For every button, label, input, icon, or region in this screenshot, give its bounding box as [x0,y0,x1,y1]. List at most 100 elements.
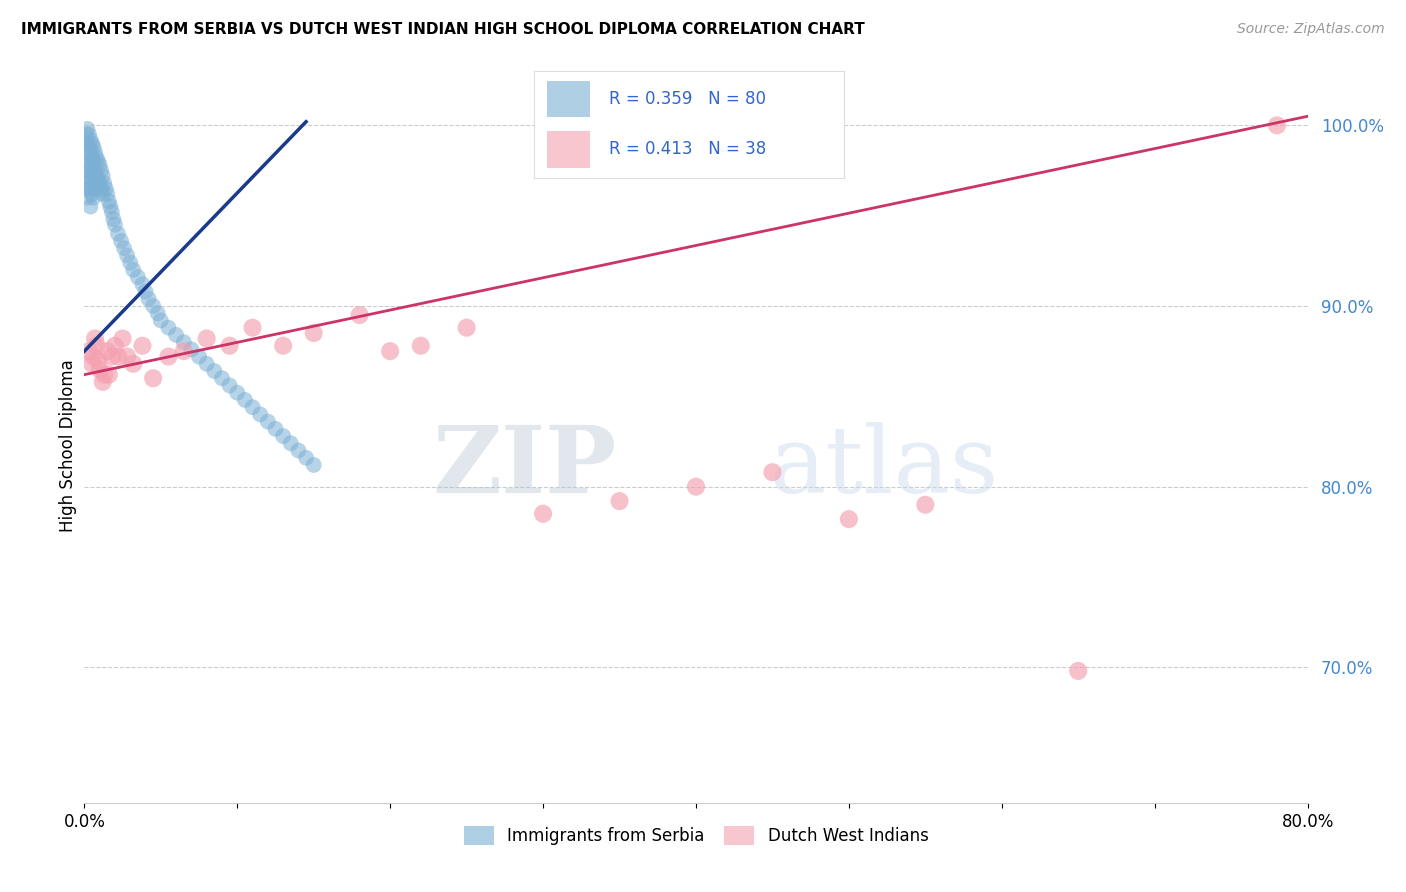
Point [456,320,478,334]
Point [380,344,402,359]
Point [107,350,129,364]
Point [75,163,97,178]
Point [280,436,302,450]
Point [90,181,112,195]
Point [195,331,218,345]
Point [79,133,101,147]
Point [131,339,153,353]
Point [77,140,100,154]
Text: R = 0.413   N = 38: R = 0.413 N = 38 [609,141,766,159]
Point [131,277,153,292]
Point [242,400,264,414]
Point [101,205,124,219]
Point [149,313,172,327]
Point [87,154,110,169]
Point [98,200,121,214]
Point [89,176,111,190]
Point [91,186,114,201]
Point [218,378,240,392]
Point [93,176,115,190]
Point [75,128,97,142]
Point [122,357,145,371]
Point [349,308,371,322]
Point [107,227,129,241]
Point [84,331,107,345]
Point [271,429,294,443]
Point [86,339,108,353]
Point [76,122,98,136]
Text: R = 0.359   N = 80: R = 0.359 N = 80 [609,90,765,108]
Point [111,331,134,345]
Point [75,145,97,160]
Point [302,458,325,472]
Point [226,385,249,400]
Point [120,255,142,269]
Point [87,172,110,186]
Point [96,344,118,359]
Point [75,181,97,195]
Text: Source: ZipAtlas.com: Source: ZipAtlas.com [1237,22,1385,37]
Point [257,415,280,429]
Point [173,335,195,350]
Text: IMMIGRANTS FROM SERBIA VS DUTCH WEST INDIAN HIGH SCHOOL DIPLOMA CORRELATION CHAR: IMMIGRANTS FROM SERBIA VS DUTCH WEST IND… [21,22,865,37]
Point [685,480,707,494]
Point [80,151,103,165]
Point [94,181,117,195]
Point [80,186,103,201]
Point [173,344,195,359]
Point [76,136,98,151]
Point [103,212,125,227]
Point [77,344,100,359]
Point [86,169,108,183]
Point [93,368,115,382]
Point [761,465,783,479]
Y-axis label: High School Diploma: High School Diploma [59,359,77,533]
Point [249,408,271,422]
Point [264,422,287,436]
Point [122,263,145,277]
Point [89,362,111,376]
Point [79,145,101,160]
Point [180,343,202,357]
Point [76,172,98,186]
Point [80,357,103,371]
FancyBboxPatch shape [547,131,591,168]
FancyBboxPatch shape [547,81,591,118]
Point [79,200,101,214]
Point [79,163,101,178]
Point [86,151,108,165]
Point [287,443,309,458]
Point [83,191,105,205]
Point [609,494,631,508]
Point [135,285,157,299]
Point [531,507,554,521]
Point [1067,664,1090,678]
Point [188,350,211,364]
Point [195,357,218,371]
Point [104,218,127,232]
Point [110,234,132,248]
Text: ZIP: ZIP [432,423,616,512]
Point [211,371,233,385]
Point [84,145,107,160]
Point [84,163,107,178]
Point [83,172,105,186]
Point [127,270,149,285]
Point [79,181,101,195]
Point [138,292,160,306]
Point [77,128,100,142]
Point [115,248,138,262]
Point [302,326,325,340]
Point [233,392,256,407]
Point [96,186,118,201]
Point [115,350,138,364]
Point [295,450,318,465]
Legend: Immigrants from Serbia, Dutch West Indians: Immigrants from Serbia, Dutch West India… [457,819,935,852]
Point [84,181,107,195]
Point [242,320,264,334]
Point [87,353,110,368]
Point [80,169,103,183]
Point [1265,119,1288,133]
Point [142,299,165,313]
Point [409,339,432,353]
